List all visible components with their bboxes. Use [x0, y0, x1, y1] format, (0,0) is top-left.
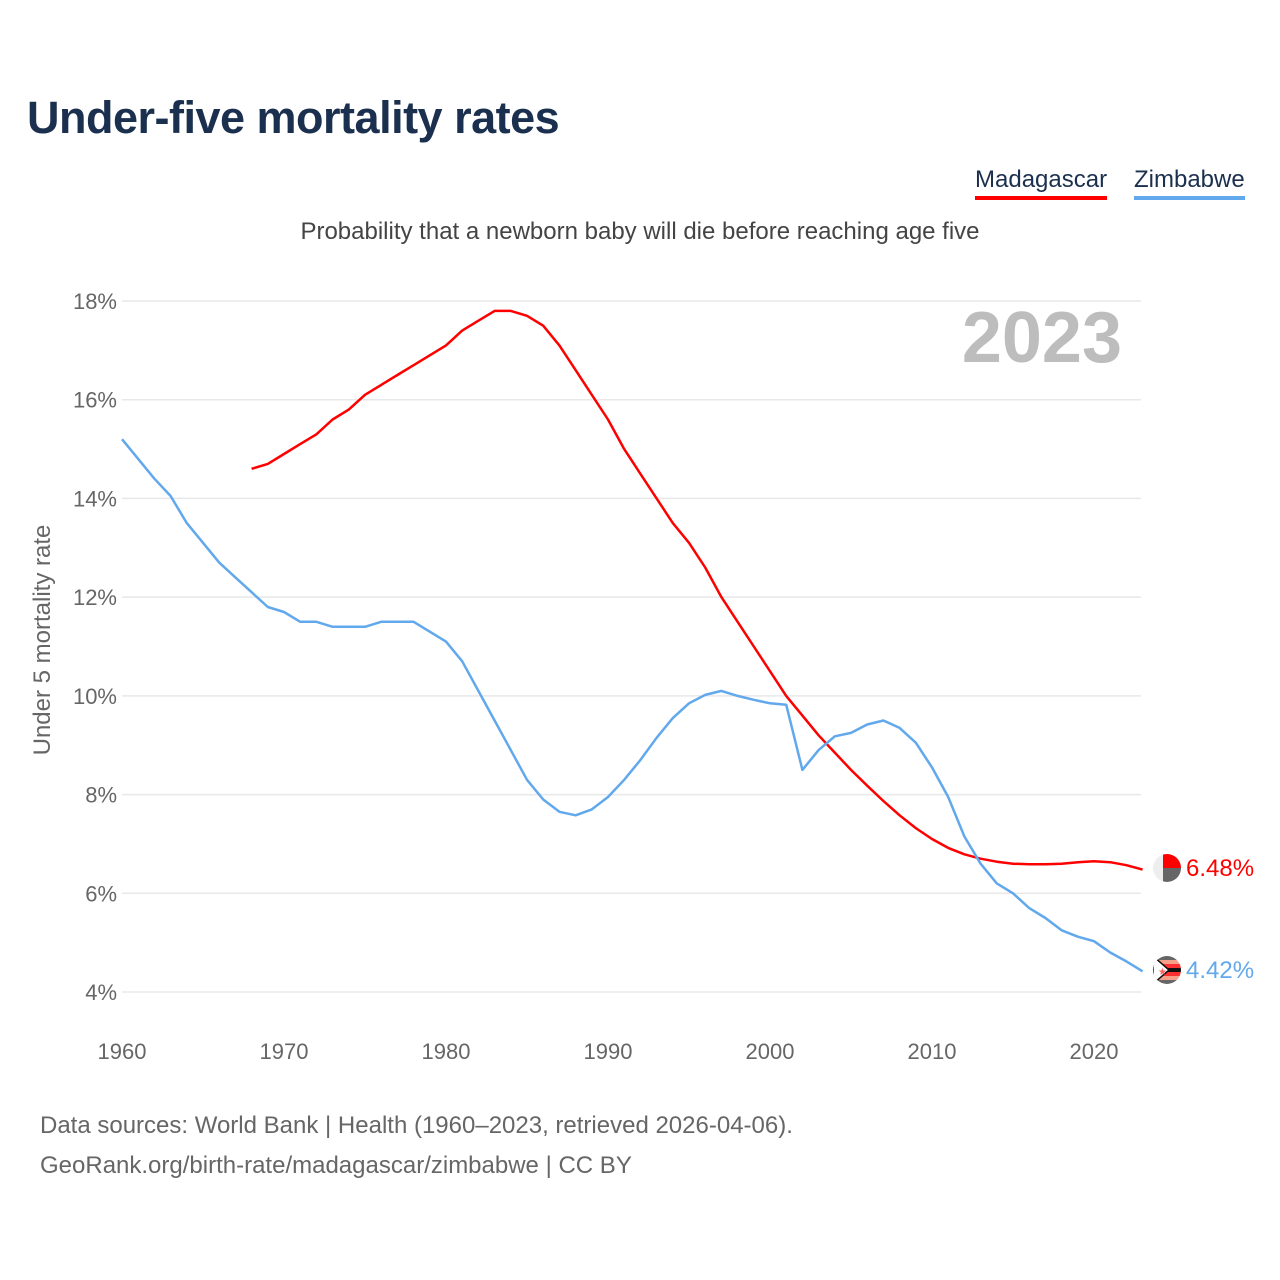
data-source-text: Data sources: World Bank | Health (1960–… [40, 1112, 793, 1139]
flag-madagascar-icon [1153, 854, 1181, 882]
y-tick-label: 10% [73, 684, 117, 709]
flag-zimbabwe-icon: ★ [1153, 956, 1181, 984]
legend-item-madagascar[interactable]: Madagascar [975, 166, 1108, 200]
x-tick-label: 1990 [584, 1039, 633, 1064]
x-axis-ticks: 1960 1970 1980 1990 2000 2010 2020 [98, 1039, 1119, 1064]
end-label-zimbabwe: 4.42% [1186, 957, 1254, 984]
y-tick-label: 8% [85, 783, 117, 808]
series-line-madagascar[interactable] [251, 309, 1143, 871]
x-tick-label: 1960 [98, 1039, 147, 1064]
gridlines [122, 300, 1141, 993]
y-axis-label: Under 5 mortality rate [29, 525, 56, 756]
chart-title: Under-five mortality rates [27, 92, 560, 143]
y-tick-label: 18% [73, 289, 117, 314]
y-tick-label: 14% [73, 486, 117, 511]
y-tick-label: 12% [73, 585, 117, 610]
series-line-zimbabwe[interactable] [121, 438, 1144, 973]
x-tick-label: 1980 [422, 1039, 471, 1064]
end-label-madagascar: 6.48% [1186, 855, 1254, 882]
x-tick-label: 2010 [908, 1039, 957, 1064]
series-lines [121, 309, 1144, 973]
y-tick-label: 6% [85, 881, 117, 906]
source-url-text[interactable]: GeoRank.org/birth-rate/madagascar/zimbab… [40, 1152, 632, 1179]
year-label: 2023 [962, 298, 1122, 378]
x-tick-label: 2000 [746, 1039, 795, 1064]
chart-subtitle: Probability that a newborn baby will die… [300, 218, 980, 245]
x-tick-label: 1970 [260, 1039, 309, 1064]
svg-text:★: ★ [1158, 967, 1167, 978]
footer: Data sources: World Bank | Health (1960–… [40, 1106, 793, 1186]
x-tick-label: 2020 [1070, 1039, 1119, 1064]
legend-item-zimbabwe[interactable]: Zimbabwe [1134, 166, 1245, 200]
y-axis-ticks: 4% 6% 8% 10% 12% 14% 16% 18% [73, 289, 117, 1005]
y-tick-label: 4% [85, 980, 117, 1005]
y-tick-label: 16% [73, 388, 117, 413]
